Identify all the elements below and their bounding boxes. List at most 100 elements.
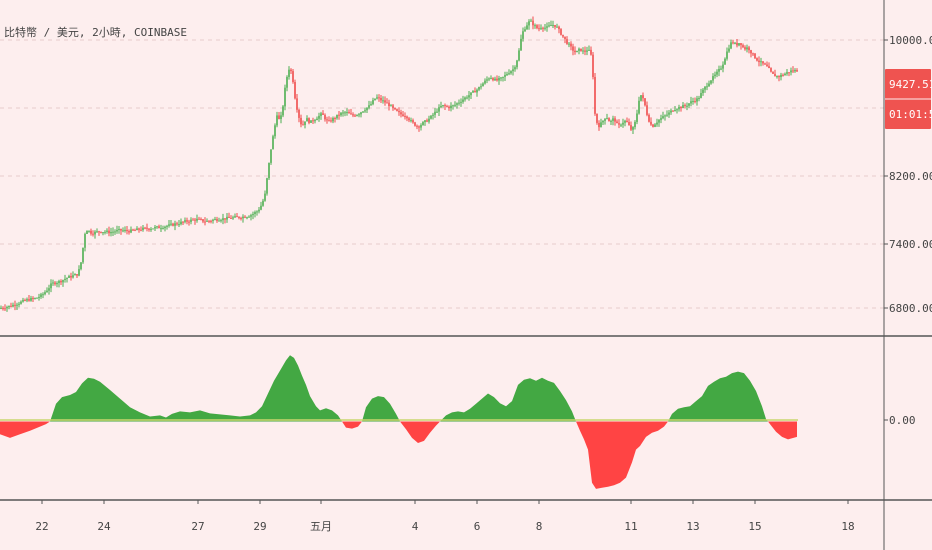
candle <box>698 95 700 102</box>
candle <box>30 295 32 302</box>
candle <box>250 213 252 221</box>
candle <box>750 49 752 58</box>
candle <box>194 217 196 225</box>
candle <box>274 123 276 139</box>
candle <box>386 98 388 104</box>
candle <box>26 297 28 303</box>
candle <box>796 68 798 72</box>
candle <box>350 108 352 115</box>
candle <box>222 213 224 225</box>
candle <box>390 104 392 107</box>
candle <box>98 230 100 236</box>
candle <box>706 82 708 91</box>
candle <box>444 103 446 111</box>
candle <box>462 95 464 104</box>
candle <box>76 273 78 279</box>
candle <box>258 206 260 214</box>
candle <box>280 111 282 124</box>
candle <box>278 111 280 120</box>
candle <box>624 119 626 127</box>
candle <box>720 65 722 71</box>
candle <box>10 302 12 308</box>
candle <box>124 226 126 233</box>
candle <box>718 65 720 77</box>
candle <box>338 110 340 120</box>
candle <box>598 120 600 131</box>
candle <box>534 23 536 29</box>
candle <box>442 104 444 108</box>
candle <box>136 226 138 231</box>
candle <box>326 116 328 124</box>
candle <box>588 45 590 51</box>
candle <box>80 262 82 271</box>
oscillator-negative-area <box>768 421 797 440</box>
candle <box>580 48 582 52</box>
candle <box>236 212 238 218</box>
candle <box>6 305 8 312</box>
oscillator-positive-area <box>362 396 400 422</box>
candle <box>474 87 476 93</box>
candle <box>680 106 682 112</box>
candle <box>430 115 432 120</box>
candle <box>538 24 540 32</box>
candle <box>584 46 586 56</box>
candle <box>44 290 46 296</box>
candle <box>610 119 612 126</box>
candle <box>356 114 358 117</box>
time-tick: 24 <box>97 500 111 533</box>
candle <box>116 225 118 234</box>
price-axis-label: 6800.00 <box>889 302 932 315</box>
candle <box>408 116 410 123</box>
candle <box>626 117 628 123</box>
candle <box>308 117 310 125</box>
candle <box>352 112 354 118</box>
candle <box>482 82 484 87</box>
candle <box>746 44 748 53</box>
candle <box>406 115 408 122</box>
candle <box>232 215 234 220</box>
candle <box>790 67 792 76</box>
candle <box>90 228 92 236</box>
candle <box>208 220 210 224</box>
candle <box>550 20 552 27</box>
candle <box>520 34 522 51</box>
oscillator-negative-area <box>0 421 50 438</box>
oscillator-negative-area <box>342 421 362 429</box>
candle <box>382 96 384 104</box>
candle <box>200 217 202 221</box>
candle <box>270 149 272 165</box>
candle <box>644 97 646 107</box>
candle <box>294 79 296 100</box>
candle <box>314 118 316 124</box>
candle <box>594 72 596 116</box>
symbol-title: 比特幣 / 美元, 2小時, COINBASE <box>4 25 187 39</box>
candle <box>448 105 450 111</box>
candle <box>434 108 436 118</box>
candle <box>152 228 154 230</box>
candle <box>636 109 638 125</box>
candle <box>500 76 502 82</box>
candle <box>218 217 220 222</box>
candle <box>110 227 112 237</box>
candle <box>530 18 532 22</box>
candle <box>742 43 744 49</box>
candle <box>138 227 140 233</box>
candle <box>616 119 618 124</box>
oscillator-negative-area <box>400 421 440 443</box>
candle <box>794 68 796 73</box>
candle <box>608 117 610 122</box>
candle <box>176 221 178 226</box>
candle <box>150 227 152 232</box>
candle <box>372 97 374 106</box>
candle <box>424 119 426 126</box>
candle <box>380 94 382 104</box>
candle <box>8 305 10 310</box>
candle <box>128 229 130 235</box>
candle <box>414 121 416 127</box>
candle <box>2 306 4 311</box>
candle <box>332 116 334 124</box>
candle <box>732 39 734 45</box>
candle <box>394 107 396 111</box>
candle <box>518 48 520 62</box>
